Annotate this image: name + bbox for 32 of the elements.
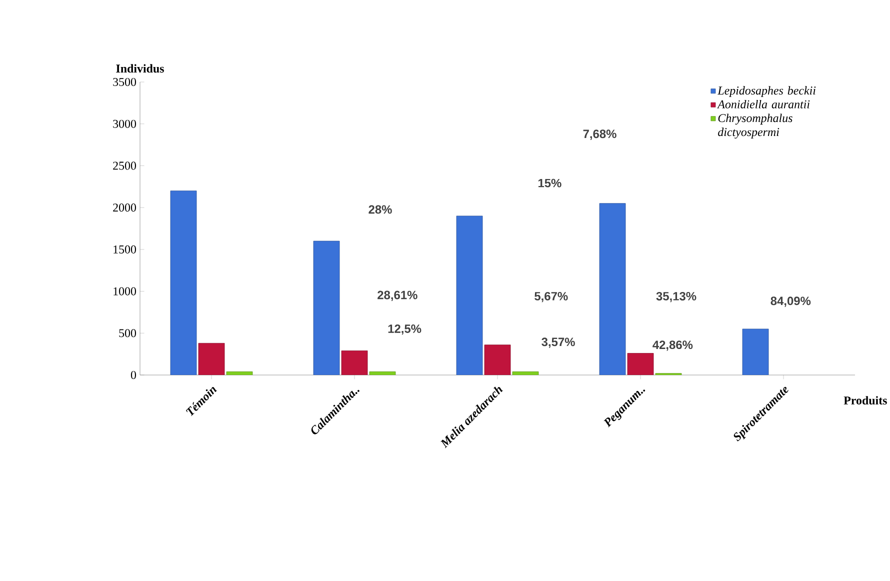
y-tick-label: 2500	[113, 162, 136, 170]
bar	[599, 203, 626, 375]
annotation: 12,5%	[388, 324, 422, 335]
legend-label: Aonidiella aurantii	[717, 100, 810, 108]
y-tick-label: 2000	[113, 204, 136, 212]
y-tick-label: 1000	[114, 287, 136, 296]
y-tick-label: 3500	[113, 78, 136, 86]
x-axis-title: Produits	[844, 396, 887, 405]
annotation: 35,13%	[656, 292, 696, 302]
y-tick-label: 3000	[113, 120, 136, 128]
bar	[341, 350, 368, 375]
bar	[198, 342, 225, 375]
bar	[742, 328, 769, 375]
annotation: 5,67%	[534, 292, 568, 302]
bar	[484, 344, 511, 375]
y-axis-title: Individus	[116, 64, 164, 73]
annotation: 7,68%	[583, 130, 616, 140]
bar	[313, 240, 340, 375]
bar	[627, 353, 654, 375]
annotation: 84,09%	[770, 296, 811, 307]
annotation: 42,86%	[652, 340, 693, 351]
annotation: 3,57%	[542, 338, 575, 348]
y-tick-label: 500	[119, 329, 136, 338]
bar	[456, 216, 483, 375]
annotation: 28%	[368, 205, 392, 214]
legend-label: Chrysomphalus dictyospermi	[718, 114, 792, 139]
y-tick-label: 0	[130, 370, 136, 380]
annotation: 28,61%	[378, 290, 418, 301]
annotation: 15%	[538, 178, 562, 188]
legend-label: Lepidosaphes beckii	[718, 86, 816, 98]
y-tick-label: 1500	[114, 245, 136, 254]
bar	[170, 190, 197, 375]
